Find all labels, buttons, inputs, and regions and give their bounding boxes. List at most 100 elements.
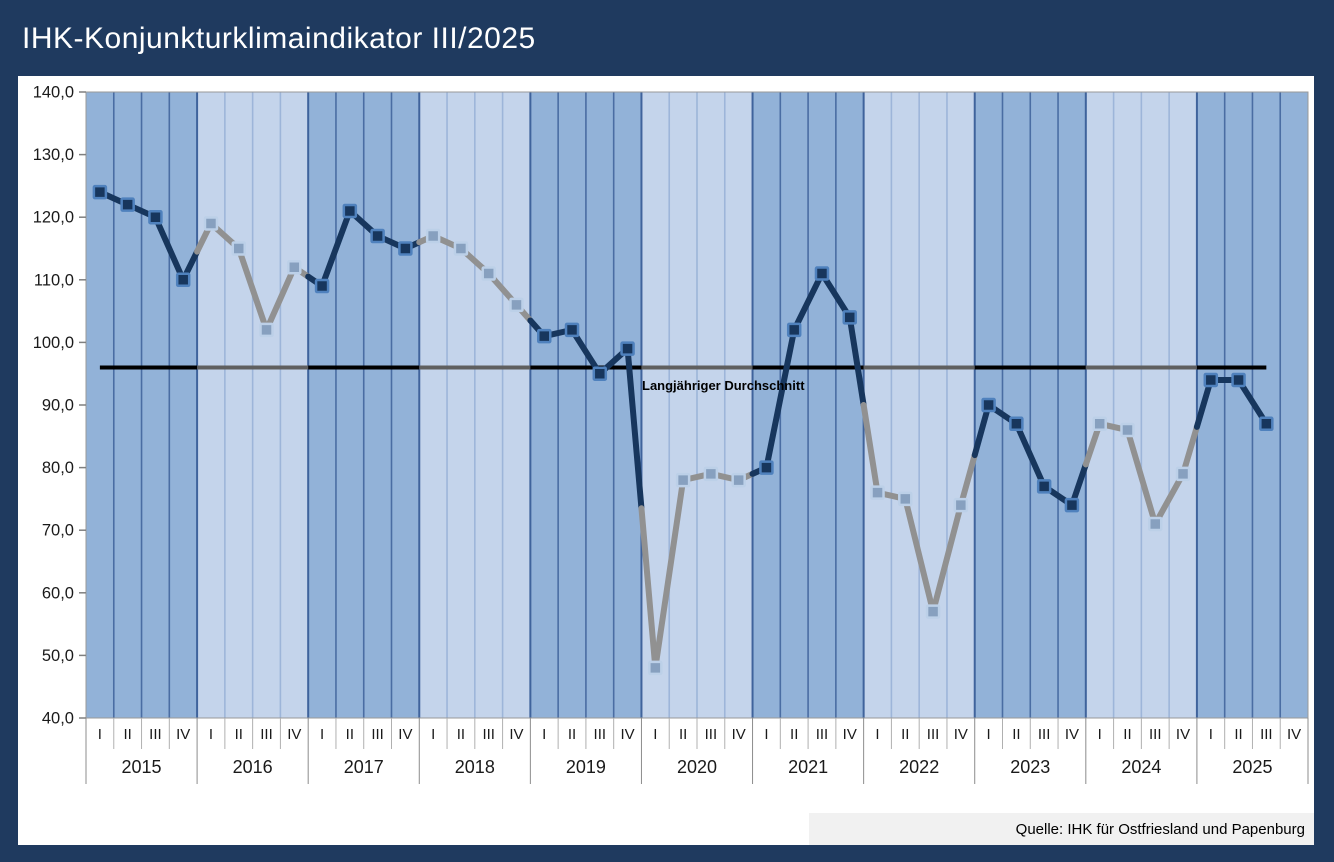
data-point-2022-II [898,491,913,507]
quarter-label: III [927,726,940,743]
data-point-2024-I [1092,416,1107,432]
source-label: Quelle: IHK für Ostfriesland und Papenbu… [1015,820,1305,838]
series-segment [319,207,353,290]
quarter-label: IV [1176,726,1190,743]
year-band-2022-II [891,92,920,718]
data-point-2024-III [1148,516,1163,532]
year-band-2023-IV [1058,92,1086,718]
year-label: 2017 [344,757,384,777]
data-point-2021-I [759,460,774,475]
quarter-label: IV [843,726,857,743]
year-band-2021-III [808,92,836,718]
data-point-2018-III [481,266,496,281]
quarter-label: IV [954,726,968,743]
y-tick-label: 110,0 [34,271,74,289]
year-label: 2023 [1010,757,1050,777]
year-label: 2021 [788,757,828,777]
data-point-2021-IV [842,310,857,325]
year-band-2025-IV [1280,92,1308,718]
series-segment [860,402,881,496]
data-point-2016-I [203,216,219,231]
data-point-2017-I [314,278,330,294]
quarter-label: II [123,726,131,743]
quarter-label: IV [176,726,190,743]
quarter-label: II [457,726,465,743]
quarter-label: III [594,726,607,743]
year-band-2024-IV [1169,92,1197,718]
quarter-label: III [371,726,384,743]
quarter-label: II [235,726,243,743]
data-point-2018-I [425,228,441,244]
quarter-label: I [431,726,435,743]
year-band-2019-IV [613,92,642,718]
data-point-2019-III [592,366,608,381]
average-line-label: Langjähriger Durchschnitt [642,378,805,393]
quarter-label: III [1260,726,1273,743]
data-point-2015-IV [175,272,191,288]
data-point-2025-II [1231,372,1246,388]
quarter-label: IV [1065,726,1079,743]
series-segment [930,502,964,615]
year-band-2015-III [141,92,170,718]
quarter-label: IV [287,726,301,743]
year-label: 2015 [122,757,162,777]
series-segment [263,264,298,333]
year-band-2015-IV [169,92,198,718]
year-label: 2016 [233,757,273,777]
series-segment [902,495,937,615]
data-point-2022-I [870,485,885,500]
quarter-label: III [1038,726,1051,743]
series-segment [846,314,867,408]
quarter-label: III [260,726,273,743]
data-point-2017-IV [398,241,413,256]
quarter-label: III [1149,726,1162,743]
data-point-2016-III [259,322,274,338]
year-band-2022-III [919,92,947,718]
year-label: 2018 [455,757,495,777]
year-band-2015-II [113,92,142,718]
y-tick-label: 100,0 [33,334,74,352]
year-band-2017-III [363,92,392,718]
year-band-2023-II [1002,92,1031,718]
year-band-2018-IV [502,92,531,718]
data-point-2023-III [1036,479,1052,494]
y-tick-label: 140,0 [33,84,74,102]
data-point-2020-I [648,660,663,676]
quarter-label: III [149,726,162,743]
year-band-2021-I [752,92,781,718]
data-point-2021-III [814,266,830,281]
quarter-label: IV [1287,726,1301,743]
quarter-label: II [1012,726,1020,743]
data-point-2020-II [675,472,691,488]
quarter-label: I [987,726,991,743]
quarter-label: IV [732,726,746,743]
data-point-2015-III [148,209,163,225]
y-tick-label: 50,0 [42,647,74,665]
y-tick-label: 80,0 [42,459,74,477]
series-segment [1124,427,1159,527]
year-band-2020-II [669,92,697,718]
year-band-2021-IV [835,92,864,718]
year-band-2020-III [697,92,725,718]
series-segment [652,477,687,671]
y-tick-label: 90,0 [42,397,74,415]
year-band-2016-II [224,92,253,718]
quarter-label: IV [509,726,523,743]
year-band-2017-I [308,92,336,718]
data-point-2016-II [231,241,246,256]
y-tick-label: 60,0 [42,584,74,602]
quarter-label: I [320,726,324,743]
year-band-2017-II [335,92,364,718]
data-point-2018-II [453,241,469,256]
year-band-2016-I [197,92,225,718]
quarter-label: II [901,726,909,743]
year-band-2018-III [474,92,503,718]
quarter-label: I [1098,726,1102,743]
quarter-label: IV [398,726,412,743]
series-segment [638,505,659,671]
data-point-2020-IV [731,472,746,488]
data-point-2023-II [1009,416,1024,432]
series-segment [957,452,978,509]
year-band-2019-I [530,92,559,718]
